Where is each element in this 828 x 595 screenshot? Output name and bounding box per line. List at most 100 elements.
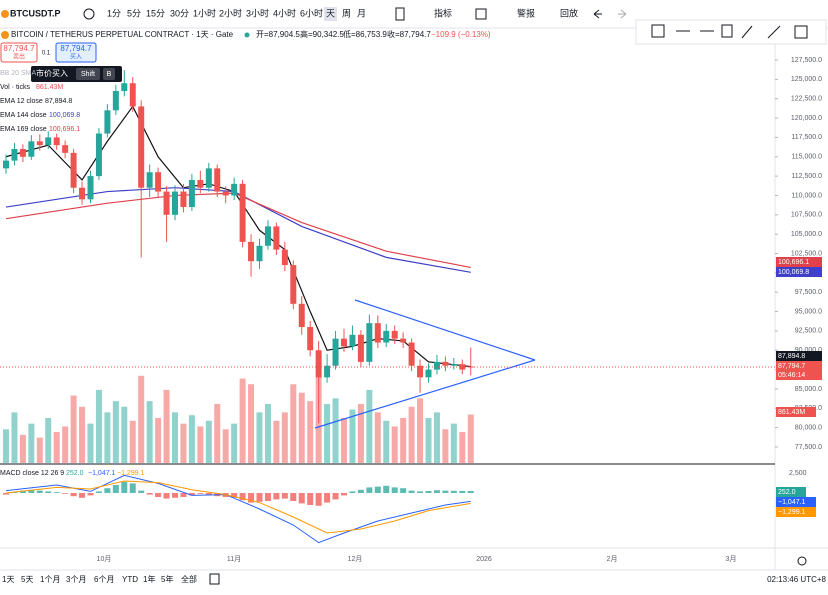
macd-hist-bar [349, 491, 356, 493]
symbol-icon [1, 10, 9, 18]
redo[interactable] [618, 9, 627, 19]
bb-label: BB 20 SMA [0, 70, 37, 77]
tooltip-key [76, 68, 100, 80]
interval[interactable]: 1分 [107, 8, 121, 18]
interval[interactable]: 30分 [170, 8, 189, 18]
interval[interactable]: 3小时 [246, 7, 269, 18]
ema12-tag-text: 87,894.8 [778, 353, 805, 360]
candle-body [231, 183, 238, 196]
indicators-button[interactable]: 指标 [434, 7, 452, 18]
range-button[interactable]: 3个月 [66, 575, 86, 584]
macd-hist-bar [11, 492, 18, 493]
legend-change: −109.9 (−0.13%) [431, 30, 491, 39]
range-button[interactable]: YTD [122, 575, 138, 584]
interval[interactable]: 天 [326, 8, 335, 18]
volume-bar [273, 420, 280, 463]
buy-button[interactable] [55, 42, 97, 63]
y-tick-label: 102,500.0 [791, 250, 822, 257]
volume-bar [129, 420, 136, 463]
interval[interactable]: 1小时 [193, 7, 216, 18]
candle-body [180, 191, 187, 208]
layout-icon[interactable] [475, 8, 487, 20]
interval[interactable]: 月 [357, 8, 366, 18]
range-button[interactable]: 全部 [181, 574, 197, 584]
interval[interactable]: 15分 [146, 8, 165, 18]
volume-bar [256, 412, 263, 463]
candle-body [205, 168, 212, 188]
y-tick-label: 117,500.0 [791, 134, 822, 141]
ema144-tag-text: 100,069.8 [778, 269, 809, 276]
range-button[interactable]: 1个月 [40, 575, 60, 584]
candle-body [366, 323, 373, 362]
volume-bar [459, 432, 466, 463]
price-tag-text: 87,794.7 [778, 363, 805, 370]
candle-body [62, 145, 69, 153]
macd-hist-value: 252.0 [66, 470, 84, 477]
candle-body [95, 133, 102, 177]
candle-body [425, 369, 432, 378]
candle-body [298, 303, 305, 328]
y-tick-label: 105,000.0 [791, 231, 822, 238]
candle-body [11, 149, 18, 161]
symbol[interactable]: BTCUSDT.P [10, 8, 61, 18]
y-tick-label: 120,000.0 [791, 115, 822, 122]
triangle-drawing[interactable] [314, 299, 536, 429]
macd-hist-bar [62, 493, 69, 494]
interval[interactable]: 2小时 [219, 7, 242, 18]
range-button[interactable]: 5年 [161, 574, 173, 584]
undo[interactable] [593, 9, 602, 19]
y-tick-label: 115,000.0 [791, 154, 822, 161]
volume-bar [138, 375, 145, 463]
range-button[interactable]: 1年 [143, 574, 155, 584]
alert-button[interactable]: 警报 [517, 7, 535, 18]
macd-hist-bar [36, 490, 43, 493]
candle-body [408, 342, 415, 366]
volume-bar [172, 412, 178, 463]
range-button[interactable]: 5天 [21, 575, 33, 584]
volume-bar [264, 403, 271, 463]
draw-text[interactable] [721, 24, 733, 38]
interval[interactable]: 周 [342, 8, 351, 18]
range-button[interactable]: 1天 [2, 575, 14, 584]
volume-bar [374, 412, 381, 463]
settings[interactable] [797, 556, 807, 566]
macd-hist-bar [146, 493, 153, 495]
x-tick-label: 11月 [227, 555, 241, 563]
candle-body [112, 90, 119, 111]
interval[interactable]: 4小时 [273, 7, 296, 18]
interval[interactable]: 6小时 [300, 7, 323, 18]
draw-tools[interactable] [676, 25, 808, 39]
candle-body [391, 330, 398, 339]
tooltip-key2: B [107, 71, 112, 78]
candle-body [248, 241, 255, 262]
sell-button[interactable] [0, 42, 38, 63]
volume-bar [87, 423, 94, 463]
macd-hist-bar [129, 483, 136, 493]
add-symbol[interactable] [83, 8, 95, 20]
macd-hist-bar [172, 493, 178, 498]
quantity[interactable]: 0.1 [42, 51, 51, 57]
legend-open: 开=87,904.5 [256, 30, 300, 39]
replay-button[interactable]: 回放 [560, 7, 578, 18]
signal-value: −1,299.1 [117, 470, 145, 477]
candle-body [442, 361, 449, 366]
date-range-icon[interactable] [209, 573, 220, 585]
macd-hist-bar [239, 493, 246, 501]
x-tick-label: 2026 [476, 556, 492, 563]
interval[interactable]: 5分 [127, 8, 141, 18]
chart-type-icon[interactable] [395, 7, 405, 21]
ema12-value: 87,894.8 [45, 98, 72, 105]
legend-high: 高=90,342.5 [300, 29, 344, 39]
candle-body [53, 137, 60, 146]
draw-rect[interactable] [651, 24, 665, 38]
volume-bar [19, 434, 26, 463]
macd-hist-bar [324, 493, 331, 503]
range-button[interactable]: 6个月 [94, 575, 114, 584]
macd-hist-bar [273, 493, 280, 500]
macd-hist-bar [433, 490, 440, 493]
candle-body [383, 330, 390, 343]
candle-body [264, 226, 271, 246]
legend-close: 收=87,794.7 [387, 29, 431, 39]
macd-hist-bar [87, 493, 94, 496]
